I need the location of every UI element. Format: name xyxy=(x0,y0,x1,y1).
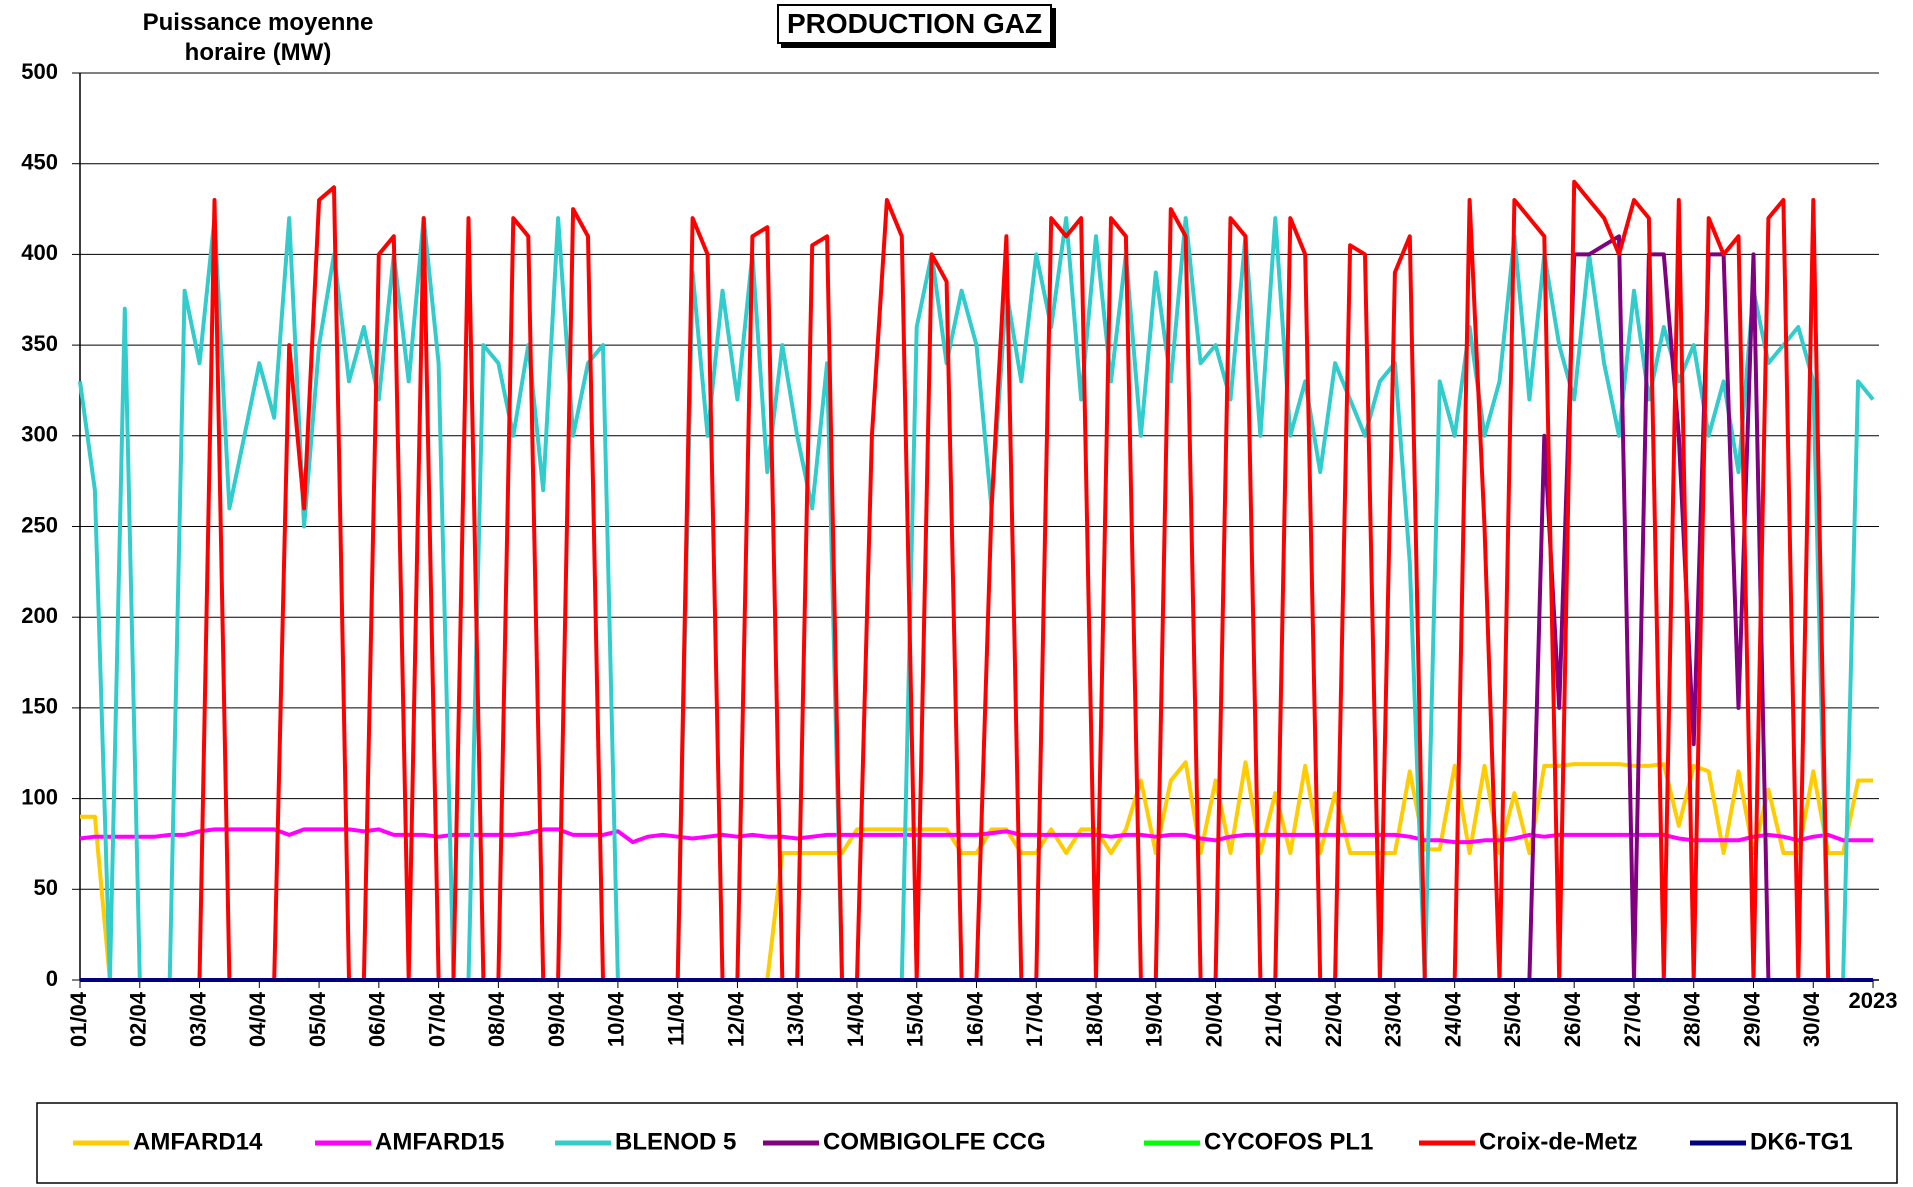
legend-box xyxy=(36,1102,1898,1184)
x-tick-label: 21/04 xyxy=(1261,991,1286,1047)
legend-label: BLENOD 5 xyxy=(615,1128,736,1155)
chart-title: PRODUCTION GAZ xyxy=(777,4,1053,44)
legend-label: COMBIGOLFE CCG xyxy=(823,1128,1046,1155)
y-tick-label: 50 xyxy=(34,875,58,900)
x-tick-label: 05/04 xyxy=(305,991,330,1047)
x-tick-label: 29/04 xyxy=(1739,991,1764,1047)
series-line xyxy=(79,827,1873,845)
x-tick-label: 16/04 xyxy=(962,991,987,1047)
legend-item: CYCOFOS PL1 xyxy=(1144,1128,1373,1155)
y-tick-label: 100 xyxy=(21,784,58,809)
x-tick-label: 18/04 xyxy=(1082,991,1107,1047)
legend-item: AMFARD14 xyxy=(73,1128,263,1155)
x-tick-label: 17/04 xyxy=(1022,991,1047,1047)
legend-label: DK6-TG1 xyxy=(1750,1128,1853,1155)
x-tick-label: 01/04 xyxy=(66,991,91,1047)
x-tick-label: 06/04 xyxy=(365,991,390,1047)
x-tick-label: 30/04 xyxy=(1799,991,1824,1047)
x-tick-label: 24/04 xyxy=(1440,991,1465,1047)
legend-label: CYCOFOS PL1 xyxy=(1204,1128,1373,1155)
y-tick-label: 500 xyxy=(21,59,58,84)
x-tick-label: 25/04 xyxy=(1500,991,1525,1047)
x-tick-label: 04/04 xyxy=(245,991,270,1047)
y-tick-label: 250 xyxy=(21,512,58,537)
x-tick-label: 13/04 xyxy=(783,991,808,1047)
legend-item: COMBIGOLFE CCG xyxy=(763,1128,1046,1155)
y-tick-label: 400 xyxy=(21,240,58,265)
x-tick-label: 12/04 xyxy=(723,991,748,1047)
y-tick-label: 150 xyxy=(21,694,58,719)
x-tick-label: 20/04 xyxy=(1201,991,1226,1047)
legend-item: AMFARD15 xyxy=(315,1128,504,1155)
y-tick-label: 350 xyxy=(21,331,58,356)
x-tick-label: 11/04 xyxy=(663,991,688,1046)
x-tick-label: 02/04 xyxy=(126,991,151,1047)
y-tick-label: 450 xyxy=(21,150,58,175)
y-axis-label: Puissance moyenne horaire (MW) xyxy=(112,8,404,68)
x-tick-label: 10/04 xyxy=(604,991,629,1047)
x-tick-label: 03/04 xyxy=(185,991,210,1047)
series-line xyxy=(80,179,1873,982)
x-tick-label: 19/04 xyxy=(1142,991,1167,1047)
y-tick-label: 200 xyxy=(21,603,58,628)
legend-item: BLENOD 5 xyxy=(555,1128,736,1155)
x-tick-label: 14/04 xyxy=(843,991,868,1047)
legend-label: Croix-de-Metz xyxy=(1479,1128,1638,1155)
x-tick-label: 15/04 xyxy=(903,991,928,1047)
x-tick-label: 07/04 xyxy=(424,991,449,1047)
y-tick-label: 300 xyxy=(21,422,58,447)
x-tick-label: 26/04 xyxy=(1560,991,1585,1047)
x-tick-label: 08/04 xyxy=(484,991,509,1047)
x-tick-label: 22/04 xyxy=(1321,991,1346,1047)
x-tick-label: 09/04 xyxy=(544,991,569,1047)
legend-label: AMFARD14 xyxy=(133,1128,263,1155)
x-tick-label: 28/04 xyxy=(1680,991,1705,1047)
series-line xyxy=(78,216,1875,982)
x-tick-label: 2023 xyxy=(1849,988,1898,1013)
x-tick-label: 27/04 xyxy=(1620,991,1645,1047)
legend-item: Croix-de-Metz xyxy=(1419,1128,1638,1155)
legend-item: DK6-TG1 xyxy=(1690,1128,1853,1155)
y-tick-label: 0 xyxy=(46,966,58,991)
x-tick-label: 23/04 xyxy=(1381,991,1406,1047)
legend-label: AMFARD15 xyxy=(375,1128,504,1155)
